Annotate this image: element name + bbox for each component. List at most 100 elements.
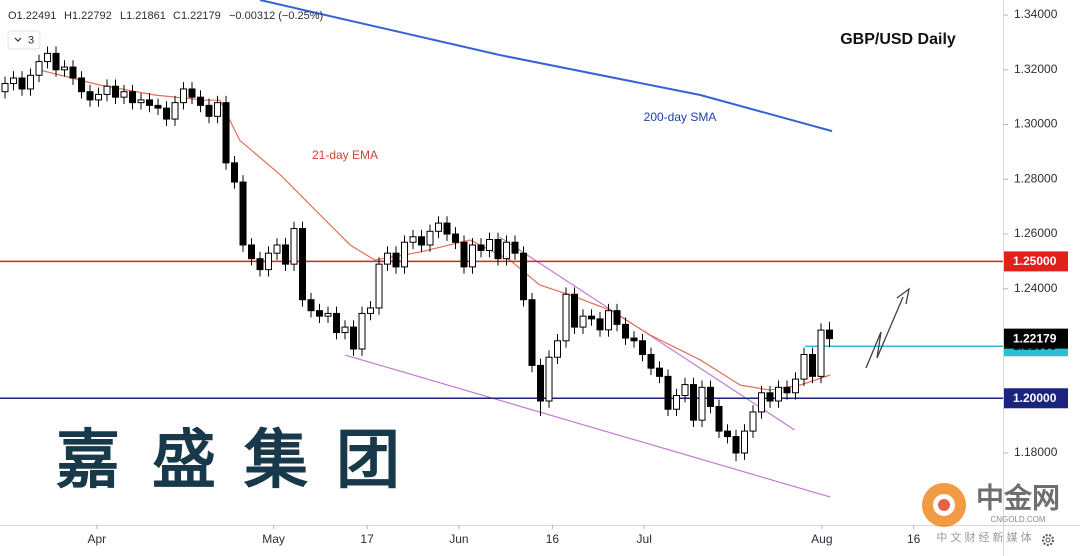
candle-body: [316, 310, 324, 317]
candle-body: [486, 239, 494, 251]
candle-body: [137, 99, 145, 104]
y-tick-label: 1.30000: [1014, 117, 1058, 131]
candle-body: [724, 430, 732, 438]
price-label: 1.22179: [1013, 331, 1057, 345]
x-tick-label: Jul: [637, 532, 652, 546]
candle-body: [741, 430, 749, 454]
candle-body: [103, 85, 111, 95]
candle-body: [35, 61, 43, 76]
candle-body: [622, 323, 630, 339]
y-tick-label: 1.32000: [1014, 62, 1058, 76]
candle-body: [477, 244, 485, 251]
candle-body: [588, 315, 596, 320]
candle-body: [197, 96, 205, 106]
y-tick-label: 1.28000: [1014, 171, 1058, 185]
x-tick-label: Jun: [449, 532, 468, 546]
candle-body: [698, 386, 706, 421]
candle-body: [749, 411, 757, 432]
candle-body: [681, 384, 689, 397]
candle-body: [129, 91, 137, 104]
candle-body: [452, 233, 460, 243]
candle-body: [545, 356, 553, 402]
candle-body: [52, 52, 60, 71]
candle-body: [78, 77, 86, 93]
candle-body: [324, 312, 332, 317]
candle-body: [460, 241, 468, 268]
candle-body: [732, 436, 740, 454]
watermark-char: 团: [336, 424, 400, 496]
watermark: 嘉 盛 集 团: [56, 424, 400, 496]
plot-area: [0, 0, 1003, 498]
candle-body: [673, 395, 681, 410]
y-tick-label: 1.24000: [1014, 281, 1058, 295]
axes: 1.180001.200001.220001.240001.260001.280…: [87, 7, 1068, 546]
price-label: 1.20000: [1013, 391, 1057, 405]
watermark-char: 集: [243, 424, 308, 496]
x-tick-label: May: [262, 532, 285, 546]
candle-body: [809, 353, 817, 377]
candle-body: [265, 252, 273, 271]
moving-average-line: [39, 69, 831, 391]
arrow-head: [896, 287, 910, 305]
candle-body: [282, 244, 290, 265]
candle-body: [571, 293, 579, 328]
candle-body: [188, 88, 196, 98]
x-tick-label: 17: [360, 532, 374, 546]
logo-tagline: 中 文 财 经 新 媒 体: [936, 530, 1031, 544]
candle-body: [528, 299, 536, 366]
candle-body: [783, 386, 791, 394]
candle-body: [511, 241, 519, 254]
indicator-count: 3: [28, 34, 34, 46]
candle-body: [800, 353, 808, 380]
candle-body: [86, 91, 94, 101]
logo-core: [938, 499, 950, 511]
candle-body: [146, 99, 154, 106]
candle-body: [44, 52, 52, 63]
candle-body: [639, 340, 647, 355]
settings-icon[interactable]: [1042, 534, 1054, 546]
candle-body: [256, 258, 264, 271]
candle-body: [392, 252, 400, 268]
watermark-char: 盛: [152, 424, 216, 496]
candle-body: [180, 88, 188, 104]
candle-body: [817, 329, 825, 377]
candle-body: [367, 307, 375, 314]
x-tick-label: Aug: [811, 532, 832, 546]
candle-body: [205, 104, 213, 117]
candle-body: [358, 312, 366, 350]
indicator-toggle[interactable]: [7, 30, 41, 50]
candle-body: [18, 77, 26, 90]
candle-body: [596, 318, 604, 331]
candle-body: [426, 230, 434, 246]
moving-average-line: [259, 0, 833, 133]
watermark-char: 嘉: [56, 424, 120, 496]
y-tick-label: 1.18000: [1014, 445, 1058, 459]
candle-body: [307, 299, 315, 312]
x-tick-label: Apr: [87, 532, 106, 546]
candle-body: [647, 353, 655, 369]
candle-body: [222, 102, 230, 164]
projection-arrow: [865, 296, 904, 369]
candle-body: [758, 392, 766, 413]
logo-site: CNGOLD.COM: [990, 515, 1045, 524]
candle-body: [664, 375, 672, 410]
candle-body: [231, 162, 239, 183]
candle-body: [605, 310, 613, 331]
candle-body: [715, 405, 723, 432]
candle-body: [350, 326, 358, 350]
price-label: 1.25000: [1013, 254, 1057, 268]
candle-body: [27, 74, 35, 90]
candle-body: [239, 181, 247, 246]
candle-body: [248, 244, 256, 260]
candle-body: [792, 378, 800, 394]
chevron-icon: [14, 37, 22, 42]
candle-body: [418, 236, 426, 246]
candle-body: [630, 337, 638, 342]
x-tick-label: 16: [907, 532, 921, 546]
candle-body: [707, 386, 715, 407]
candle-body: [537, 364, 545, 402]
candle-body: [435, 222, 443, 232]
x-tick-label: 16: [546, 532, 560, 546]
candle-body: [290, 228, 298, 265]
